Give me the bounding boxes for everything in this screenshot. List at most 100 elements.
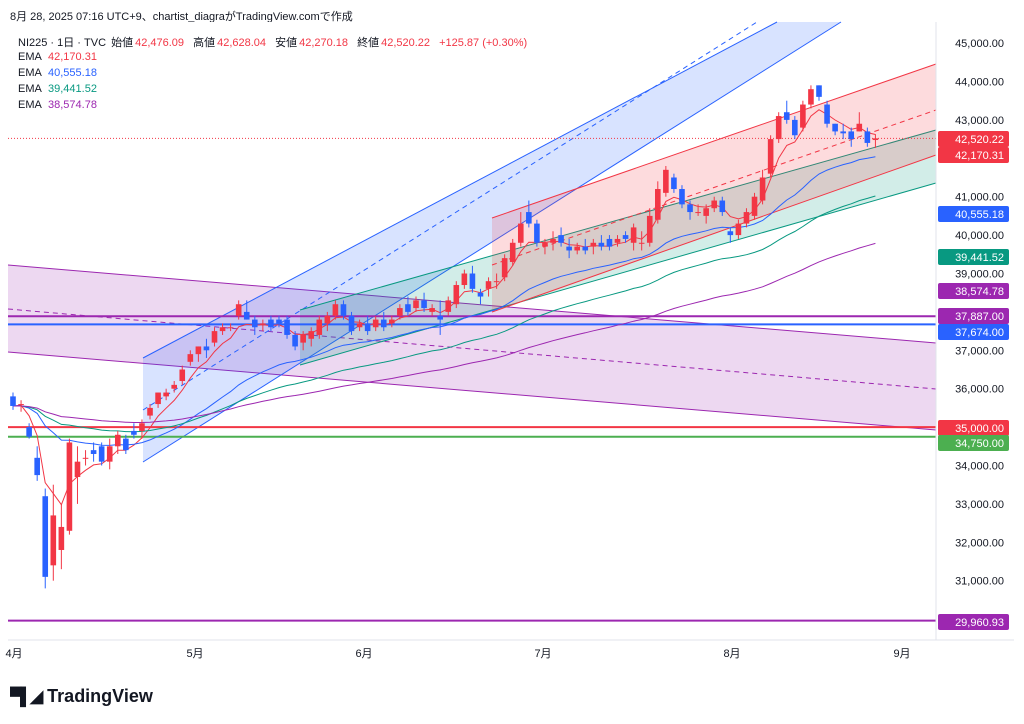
ema-value: 39,441.52 [48,83,97,95]
price-badge-label: 29,960.93 [955,617,1004,629]
candle-body [638,242,645,244]
price-badge [938,283,1009,299]
candle-body [98,446,105,462]
candle-body [687,204,693,213]
candle-body [18,404,24,406]
price-badge-label: 38,574.78 [955,286,1004,298]
candle-body [10,396,16,406]
candle-body [292,334,298,347]
candle-body [131,430,137,435]
x-tick-label: 5月 [186,648,203,660]
ema-lines-layer [12,109,876,506]
candle-body [485,281,492,289]
candle-body [558,235,564,243]
candle-body [590,242,597,247]
candle-body [437,315,443,320]
price-badge [938,131,1009,147]
y-tick-label: 45,000.00 [955,38,1004,50]
candle-body [316,319,323,335]
candle-body [332,304,339,316]
price-badge-label: 37,674.00 [955,327,1004,339]
x-tick-label: 6月 [355,648,372,660]
ema-legend-3[interactable]: EMA 39,441.52 [18,83,97,95]
red-channel-mid [491,109,937,266]
ema-legend-2[interactable]: EMA 40,555.18 [18,67,97,79]
price-badge [938,308,1009,324]
candle-body [50,515,57,566]
candle-body [380,319,387,328]
candle-body [767,139,774,174]
open-label: 始値 [111,37,134,49]
candle-body [171,384,177,389]
candle-body [622,235,629,239]
price-badge-label: 37,887.00 [955,311,1004,323]
ema-line-2 [12,156,876,446]
ema-legend-1[interactable]: EMA 42,170.31 [18,51,97,63]
high-label: 高値 [193,37,216,49]
candles-layer [10,85,879,589]
price-badge [938,435,1009,451]
close-value: 42,520.22 [381,37,431,49]
candle-body [211,331,218,343]
candle-body [711,200,718,209]
candle-body [203,346,210,351]
candle-body [268,319,274,328]
x-tick-label: 7月 [534,648,551,660]
ema-label: EMA [18,99,42,111]
candle-body [534,223,540,243]
candle-body [372,319,379,328]
ema-value: 40,555.18 [48,67,97,79]
ema-line-3 [12,195,876,433]
candle-body [348,315,355,332]
candle-body [743,212,750,224]
ohlc-legend: NI225 · 1日 · TVC 始値 42,476.09 高値 42,628.04… [18,34,533,50]
tradingview-logo[interactable]: ▀▌◢ TradingView [10,686,153,707]
candle-body [114,434,121,447]
candle-body [163,392,169,397]
candle-body [66,442,73,531]
price-badges: 42,520.22 42,170.31 40,555.18 39,441.52 38,5… [938,131,1009,630]
candle-body [243,311,250,320]
symbol-label[interactable]: NI225 · 1日 · TVC [18,37,107,49]
price-badge [938,324,1009,340]
candle-body [195,346,202,355]
candle-body [300,334,306,343]
candle-body [679,189,685,205]
ema-legend-4[interactable]: EMA 38,574.78 [18,99,97,111]
candle-body [469,273,476,289]
ascending-channel-bottom [142,21,842,463]
candle-body [106,446,113,462]
candle-body [26,427,32,437]
candle-body [574,246,580,251]
y-axis: 45,000.00 44,000.00 43,000.00 41,000.00 40,0… [955,38,1004,588]
candle-body [671,177,677,190]
tradingview-mark-icon: ▀▌◢ [10,687,43,706]
candle-body [808,89,814,105]
x-tick-label: 8月 [723,648,740,660]
candle-body [308,331,315,339]
candle-body [501,258,508,278]
candle-body [42,496,49,577]
candle-body [421,300,427,309]
candle-body [517,223,524,243]
candle-body [405,304,411,312]
candle-body [155,392,161,405]
price-badge-label: 39,441.52 [955,252,1004,264]
candle-body [397,308,403,316]
candle-body [252,319,258,328]
y-tick-label: 41,000.00 [955,192,1004,204]
low-label: 安値 [275,37,298,49]
candle-body [727,231,734,236]
candle-body [848,131,855,140]
candle-body [509,242,516,262]
candle-body [646,215,653,243]
candle-body [542,242,548,247]
candle-body [34,457,40,476]
candle-body [751,196,758,216]
ema-line-1 [12,109,876,506]
candle-body [655,189,661,220]
y-tick-label: 31,000.00 [955,576,1004,588]
price-badge [938,420,1009,436]
candle-body [663,169,669,193]
